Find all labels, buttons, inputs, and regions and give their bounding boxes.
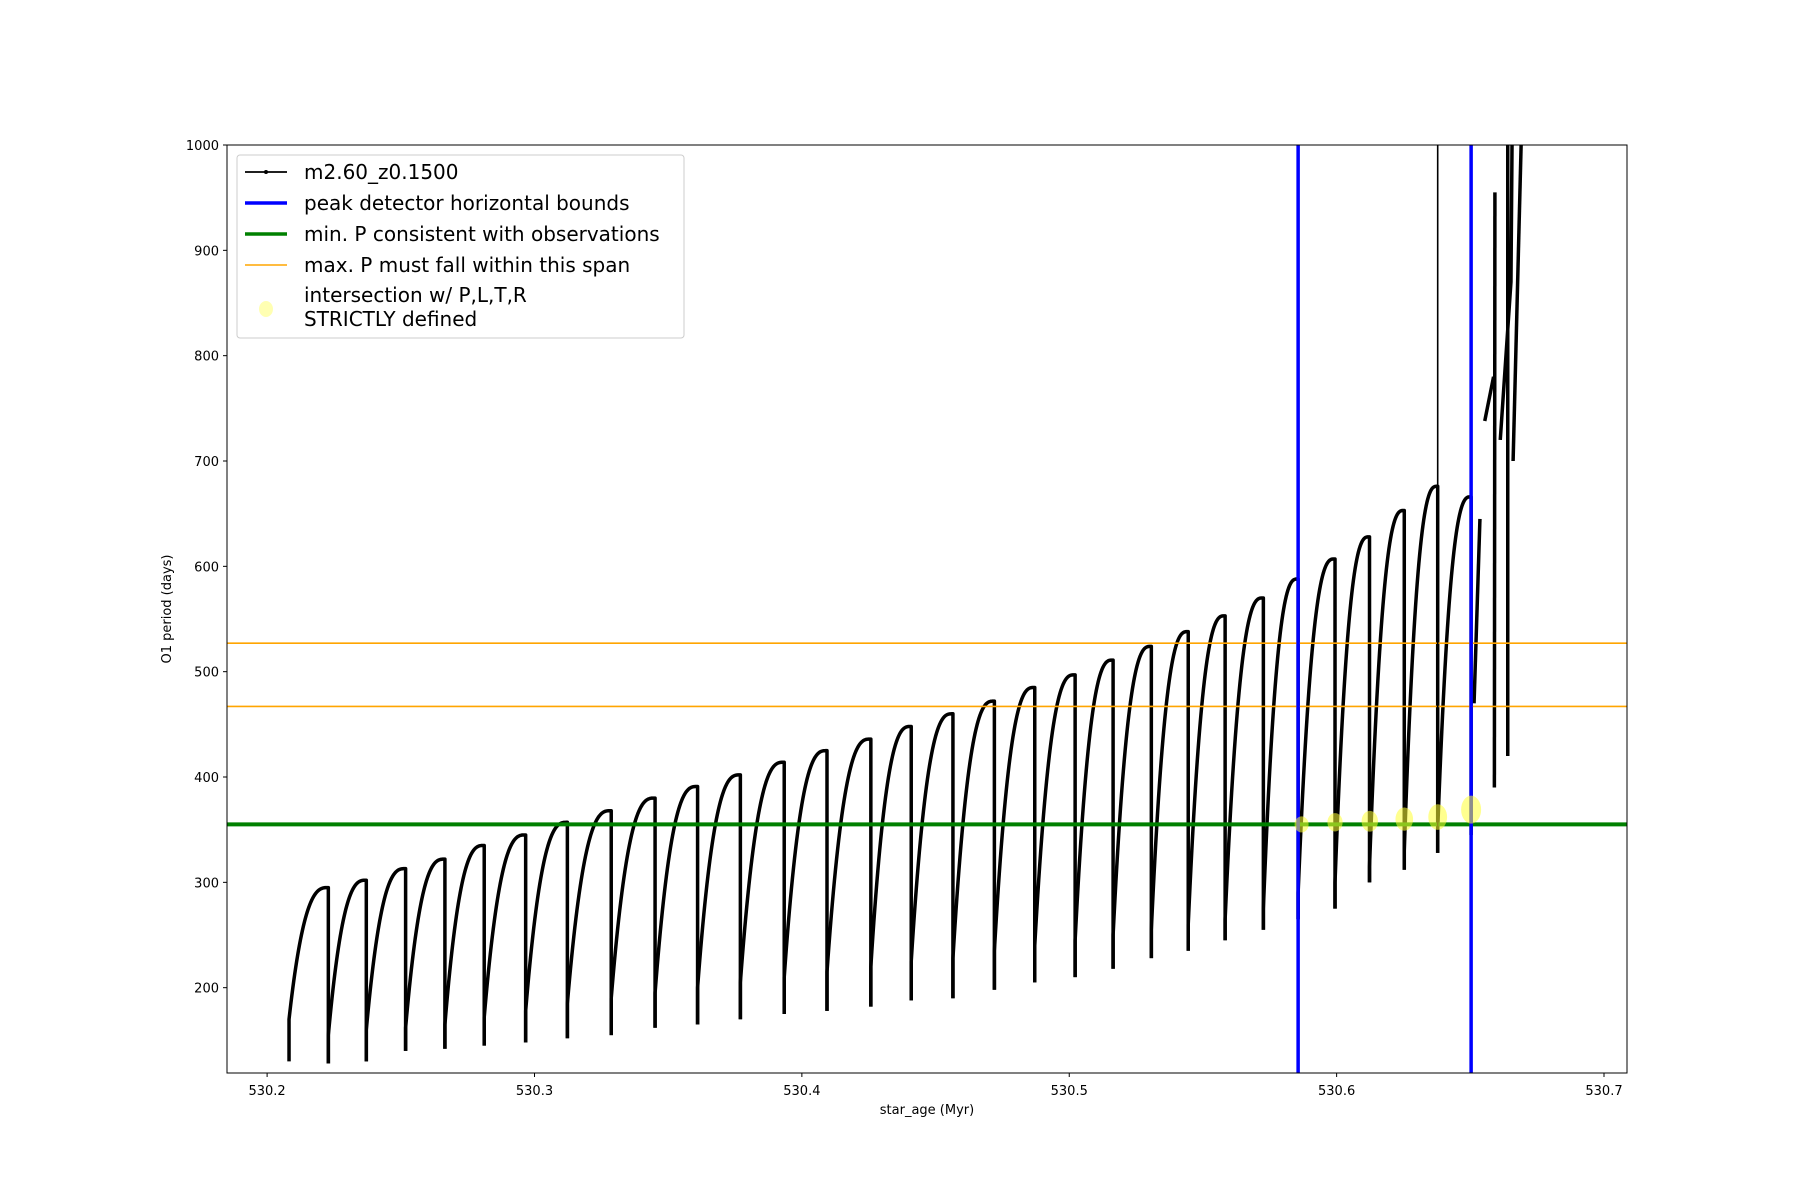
x-axis-label: star_age (Myr): [880, 1103, 974, 1118]
x-tick-label: 530.6: [1318, 1084, 1355, 1099]
x-tick-label: 530.3: [516, 1084, 553, 1099]
intersection-point: [1327, 813, 1343, 832]
series-cycle: [1111, 644, 1154, 969]
series-cycle: [782, 748, 829, 1015]
series-cycle: [1261, 577, 1300, 930]
series-cycle: [482, 833, 528, 1046]
y-tick-label: 800: [194, 350, 219, 365]
series-cycle: [1333, 535, 1372, 909]
y-tick-label: 600: [194, 560, 219, 575]
intersection-point: [1395, 807, 1414, 831]
series-cycle: [326, 878, 369, 1064]
series-cycle: [403, 857, 447, 1051]
series-cycle: [1033, 673, 1077, 983]
y-tick-label: 1000: [186, 139, 219, 154]
series-cycle: [1435, 495, 1473, 853]
series-tail-segment: [1483, 376, 1496, 422]
legend-label-max-p: max. P must fall within this span: [304, 253, 630, 277]
series-cycle: [565, 808, 613, 1039]
x-tick-label: 530.4: [783, 1084, 820, 1099]
y-tick-label: 900: [194, 244, 219, 259]
x-tick-label: 530.2: [248, 1084, 285, 1099]
legend: m2.60_z0.1500 peak detector horizontal b…: [236, 154, 685, 339]
series-cycle: [1402, 484, 1440, 870]
plot-area: [227, 145, 1627, 1073]
x-tick-label: 530.5: [1051, 1084, 1088, 1099]
series-tail-segment: [1472, 518, 1482, 704]
series-cycle: [909, 712, 955, 1001]
axes-frame: [226, 144, 1628, 1074]
series-cycle: [443, 843, 486, 1049]
series-cycle: [1186, 614, 1227, 951]
series-cycle: [992, 685, 1037, 990]
series-cycle: [1296, 557, 1337, 920]
series-cycle: [287, 885, 331, 1064]
series-cycle: [653, 784, 700, 1028]
series-tail-segment: [1492, 192, 1497, 788]
series-cycle: [738, 760, 786, 1020]
y-axis-label: O1 period (days): [160, 554, 175, 663]
series-cycle: [523, 820, 570, 1043]
legend-label-min-p: min. P consistent with observations: [304, 222, 660, 246]
series-group: [227, 145, 1627, 1073]
legend-label-peak-bounds: peak detector horizontal bounds: [304, 191, 630, 215]
x-tick-label: 530.7: [1585, 1084, 1622, 1099]
intersection-point: [1461, 795, 1482, 824]
legend-marker-intersection: [259, 301, 273, 317]
series-cycle: [825, 737, 873, 1011]
y-tick-label: 300: [194, 876, 219, 891]
series-tail-segment: [1498, 145, 1514, 441]
series-cycle: [1149, 629, 1190, 959]
intersection-point: [1428, 804, 1448, 830]
legend-box: [236, 154, 685, 339]
series-tail-segment: [1511, 145, 1523, 462]
legend-label-intersection-line2: STRICTLY defined: [304, 307, 477, 331]
series-cycle: [869, 724, 913, 1007]
series-cycle: [364, 866, 408, 1062]
intersection-point: [1361, 810, 1378, 832]
y-tick-label: 700: [194, 455, 219, 470]
series-cycle: [695, 773, 743, 1025]
series-cycle: [951, 699, 997, 999]
y-tick-label: 200: [194, 982, 219, 997]
legend-marker-series: [264, 170, 268, 174]
y-tick-label: 400: [194, 771, 219, 786]
legend-label-series: m2.60_z0.1500: [304, 160, 459, 184]
series-cycle: [1223, 596, 1266, 941]
series-cycle: [609, 796, 657, 1036]
series-cycle: [1367, 508, 1407, 883]
ticks: 530.2 530.3 530.4 530.5 530.6 530.7 200 300 400 5…: [186, 139, 1623, 1099]
intersection-point: [1294, 816, 1309, 833]
legend-label-intersection: intersection w/ P,L,T,R: [304, 283, 527, 307]
series-cycle: [1073, 658, 1115, 978]
y-tick-label: 500: [194, 666, 219, 681]
